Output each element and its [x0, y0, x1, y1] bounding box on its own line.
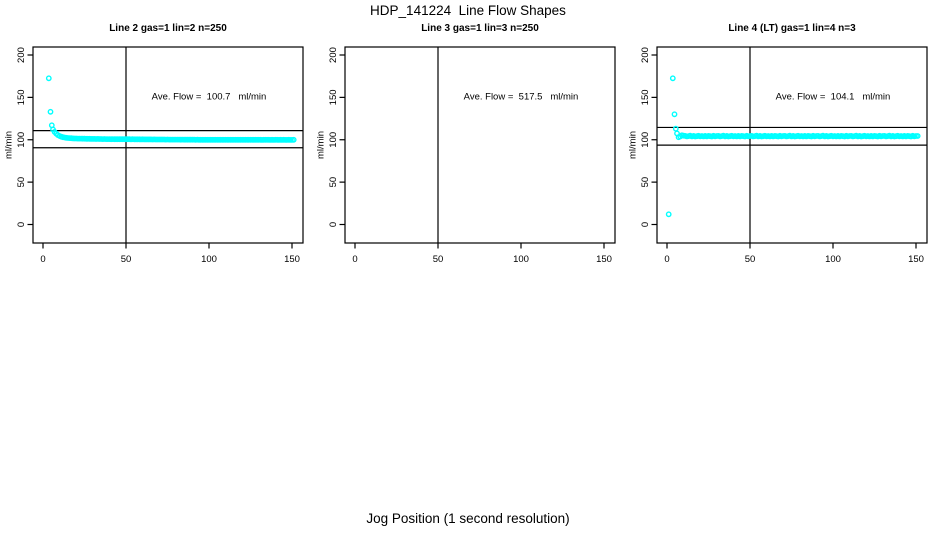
x-tick-label: 100 — [513, 254, 529, 265]
data-point — [47, 108, 54, 115]
x-tick-label: 150 — [284, 254, 300, 265]
ave-flow-annotation-line-4: Ave. Flow = 104.1 ml/min — [775, 91, 891, 103]
y-tick-label: 100 — [16, 132, 27, 148]
x-tick-label: 0 — [352, 254, 357, 265]
y-tick-label: 100 — [640, 132, 651, 148]
y-tick-label: 200 — [640, 47, 651, 63]
panel-title-line-4: Line 4 (LT) gas=1 lin=4 n=3 — [728, 23, 856, 34]
x-tick-label: 150 — [908, 254, 924, 265]
x-tick-label: 150 — [596, 254, 612, 265]
chart-line-2: 0 50 100 150 0 50 100 150 200 — [16, 46, 304, 265]
y-tick-label: 150 — [16, 89, 27, 105]
chart-line-3: 0 50 100 150 0 50 100 150 200 — [328, 46, 616, 265]
plot-box — [656, 46, 928, 244]
y-tick-label: 100 — [328, 132, 339, 148]
panel-title-line-3: Line 3 gas=1 lin=3 n=250 — [421, 23, 539, 34]
y-tick-label: 200 — [328, 47, 339, 63]
data-points-group — [45, 75, 297, 143]
x-tick-label: 0 — [40, 254, 45, 265]
x-tick-label: 100 — [825, 254, 841, 265]
plot-box — [344, 46, 616, 244]
data-point — [669, 75, 676, 82]
panel-line-2: 0 50 100 150 0 50 100 150 200 Line 2 gas=1 lin=2… — [0, 0, 312, 270]
y-axis-label-line-4: ml/min — [627, 131, 639, 159]
data-point — [671, 111, 678, 118]
y-tick-label: 50 — [328, 177, 339, 188]
plot-box — [32, 46, 304, 244]
data-points-group — [665, 75, 921, 218]
data-point — [665, 211, 672, 218]
chart-line-4: 0 50 100 150 0 50 100 150 200 — [640, 46, 928, 265]
y-tick-label: 200 — [16, 47, 27, 63]
x-tick-label: 0 — [664, 254, 669, 265]
page-title: HDP_141224 Line Flow Shapes — [370, 3, 566, 18]
data-point — [48, 122, 55, 129]
y-tick-label: 0 — [640, 222, 651, 227]
y-tick-label: 0 — [328, 222, 339, 227]
panel-line-4: 0 50 100 150 0 50 100 150 200 Line 4 (LT) gas=1 … — [624, 0, 936, 270]
data-point — [45, 75, 52, 82]
x-tick-label: 100 — [201, 254, 217, 265]
x-axis-super-label: Jog Position (1 second resolution) — [366, 511, 570, 526]
y-tick-label: 0 — [16, 222, 27, 227]
ave-flow-annotation-line-2: Ave. Flow = 100.7 ml/min — [151, 91, 267, 103]
y-axis-label-line-2: ml/min — [3, 131, 15, 159]
data-point — [672, 125, 679, 132]
x-tick-label: 50 — [433, 254, 444, 265]
data-point — [914, 133, 921, 139]
y-tick-label: 150 — [328, 89, 339, 105]
y-tick-label: 50 — [640, 177, 651, 188]
data-point — [290, 136, 297, 143]
x-tick-label: 50 — [745, 254, 756, 265]
panel-line-3: 0 50 100 150 0 50 100 150 200 Line 3 gas=1 lin=3… — [312, 0, 624, 270]
ave-flow-annotation-line-3: Ave. Flow = 517.5 ml/min — [463, 91, 579, 103]
y-axis-label-line-3: ml/min — [315, 131, 327, 159]
y-tick-label: 150 — [640, 89, 651, 105]
y-tick-label: 50 — [16, 177, 27, 188]
x-tick-label: 50 — [121, 254, 132, 265]
panel-title-line-2: Line 2 gas=1 lin=2 n=250 — [109, 23, 227, 34]
